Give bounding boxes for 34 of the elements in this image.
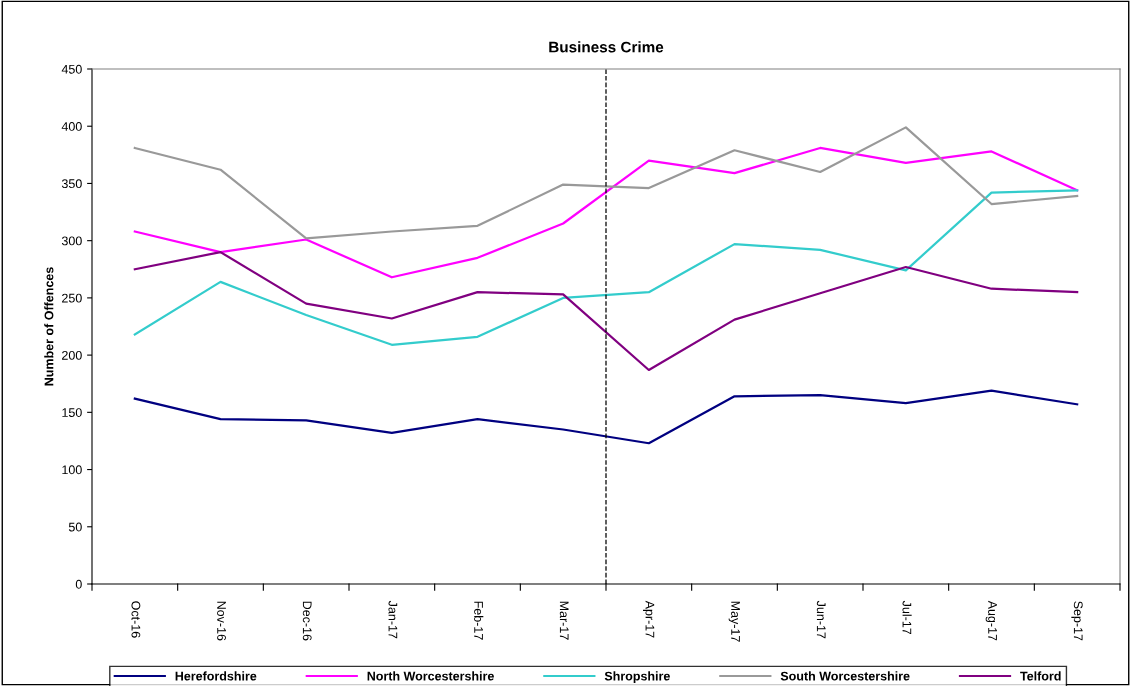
y-tick-label: 0 (75, 579, 82, 589)
legend-label: Herefordshire (175, 671, 257, 681)
x-tick-label: Oct-16 (131, 601, 141, 638)
line-series (133, 389, 1079, 445)
line-series (133, 126, 1079, 240)
x-tick-label: Nov-16 (217, 601, 226, 641)
y-tick-label: 350 (61, 179, 82, 189)
line-series (133, 251, 1079, 372)
legend-label: Shropshire (604, 671, 670, 683)
x-tick-label: Jun-17 (816, 600, 826, 639)
y-tick-label: 250 (62, 293, 82, 303)
line-series (133, 146, 1079, 279)
x-tick-label: May-17 (728, 601, 740, 642)
x-tick-label: Apr-17 (643, 600, 655, 638)
x-tick-label: Jul-17 (902, 600, 912, 635)
x-tick-label: Aug-17 (985, 600, 997, 641)
legend-label: South Worcestershire (780, 671, 910, 681)
x-tick-label: Sep-17 (1071, 601, 1083, 641)
y-tick-label: 400 (61, 122, 82, 131)
y-tick-label: 150 (62, 408, 82, 417)
y-axis-title: Number of Offences (44, 267, 54, 386)
x-tick-label: Mar-17 (559, 601, 569, 640)
y-tick-label: 450 (61, 64, 82, 74)
y-tick-label: 100 (62, 465, 82, 475)
y-tick-label: 50 (68, 522, 82, 532)
x-tick-label: Feb-17 (474, 601, 484, 640)
y-tick-label: 300 (61, 236, 82, 246)
x-tick-label: Jan-17 (388, 600, 398, 639)
y-tick-label: 200 (62, 350, 82, 360)
chart-title: Business Crime (549, 41, 664, 53)
legend-label: Telford (1020, 671, 1061, 681)
line-series (133, 189, 1079, 346)
x-tick-label: Dec-16 (302, 601, 312, 641)
legend-label: North Worcestershire (367, 671, 494, 681)
